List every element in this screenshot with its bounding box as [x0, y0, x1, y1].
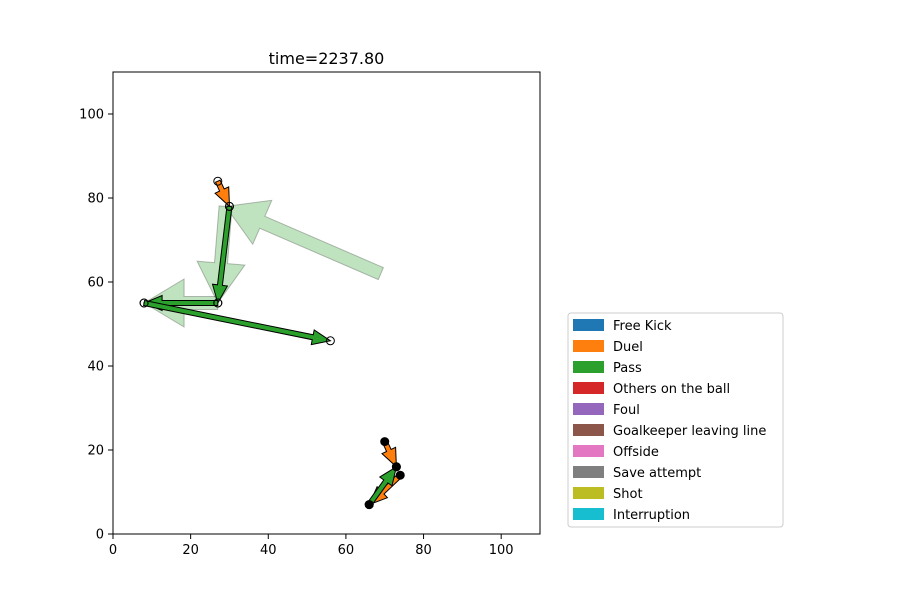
legend-label: Foul	[613, 403, 640, 418]
y-tick-label: 100	[79, 108, 104, 123]
event-point-2-start	[224, 201, 234, 211]
event-point-4-start	[139, 298, 149, 308]
legend-swatch	[573, 361, 604, 373]
legend-swatch	[573, 487, 604, 499]
event-point-1-start	[213, 176, 223, 186]
x-tick-label: 0	[109, 543, 117, 558]
legend: Free Kick Duel Pass Others on the ball Foul G…	[567, 312, 784, 528]
legend-swatch	[573, 466, 604, 478]
legend-swatch	[573, 424, 604, 436]
x-tick-label: 40	[260, 543, 277, 558]
legend-label: Offside	[613, 445, 659, 460]
legend-label: Shot	[613, 487, 643, 502]
legend-swatch	[573, 403, 604, 415]
y-tick-label: 0	[96, 528, 104, 543]
legend-label: Free Kick	[613, 319, 672, 334]
event-point-3-start	[213, 298, 223, 308]
x-tick-label: 60	[338, 543, 355, 558]
event-point-7-end	[391, 462, 401, 472]
faded-arrow-1	[224, 199, 385, 281]
legend-swatch	[573, 382, 604, 394]
pass-arrow-4	[143, 299, 332, 346]
event-arrow-layer	[142, 179, 403, 507]
pass-arrow-7	[366, 465, 398, 507]
x-tick-label: 20	[182, 543, 199, 558]
y-tick-label: 40	[87, 360, 104, 375]
y-tick-label: 80	[87, 192, 104, 207]
legend-swatch	[573, 445, 604, 457]
x-tick-label: 80	[415, 543, 432, 558]
event-point-4-end	[325, 336, 335, 346]
x-tick-label: 100	[489, 543, 514, 558]
event-marker-layer	[139, 176, 405, 510]
x-axis: 0 20 40 60 80 100	[109, 534, 514, 558]
pass-arrow-2	[211, 205, 233, 305]
chart-title: time=2237.80	[269, 49, 385, 68]
y-axis: 0 20 40 60 80 100	[79, 108, 113, 543]
event-point-7-start	[364, 500, 374, 510]
y-tick-label: 60	[87, 276, 104, 291]
legend-swatch	[573, 508, 604, 520]
legend-swatch	[573, 319, 604, 331]
event-point-5-start	[380, 437, 390, 447]
legend-label: Others on the ball	[613, 382, 730, 397]
event-point-6-start	[395, 470, 405, 480]
legend-label: Interruption	[613, 508, 690, 523]
y-tick-label: 20	[87, 444, 104, 459]
legend-label: Duel	[613, 340, 643, 355]
legend-label: Pass	[613, 361, 642, 376]
legend-label: Save attempt	[613, 466, 701, 481]
legend-box	[567, 312, 784, 528]
plot-frame	[112, 71, 541, 535]
legend-swatch	[573, 340, 604, 352]
legend-label: Goalkeeper leaving line	[613, 424, 766, 439]
duel-arrow-1	[214, 179, 231, 208]
